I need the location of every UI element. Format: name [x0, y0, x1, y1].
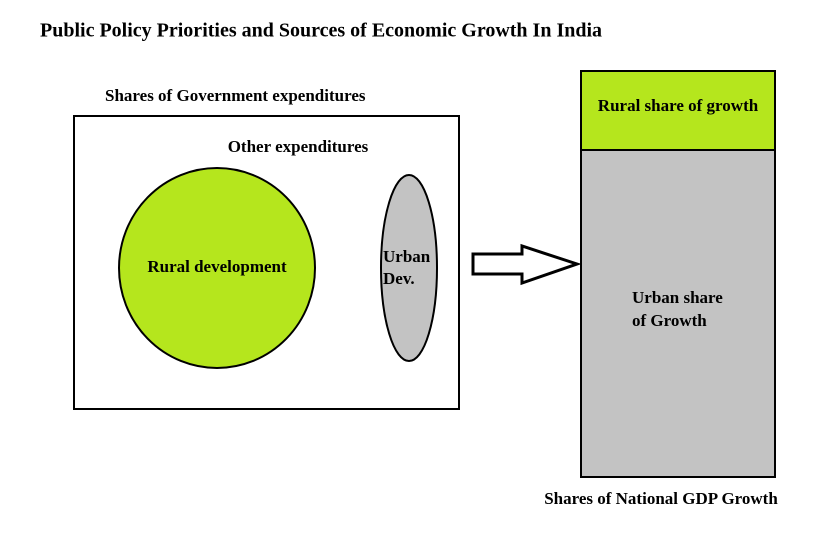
rural-share-label: Rural share of growth [598, 96, 759, 115]
right-label: Shares of National GDP Growth [544, 489, 778, 508]
rural-share-block [580, 70, 776, 151]
urban-share-block [580, 149, 776, 478]
urban-share-label: of Growth [632, 311, 707, 330]
left-label: Shares of Government expenditures [105, 86, 366, 105]
urban-label: Urban [383, 247, 431, 266]
rural-label: Rural development [147, 257, 287, 276]
other-label: Other expenditures [228, 137, 369, 156]
urban-label: Dev. [383, 269, 415, 288]
urban-ellipse [380, 174, 438, 362]
title: Public Policy Priorities and Sources of … [40, 20, 602, 42]
rural-circle [118, 167, 316, 369]
urban-share-label: Urban share [632, 288, 723, 307]
arrow [471, 243, 582, 286]
